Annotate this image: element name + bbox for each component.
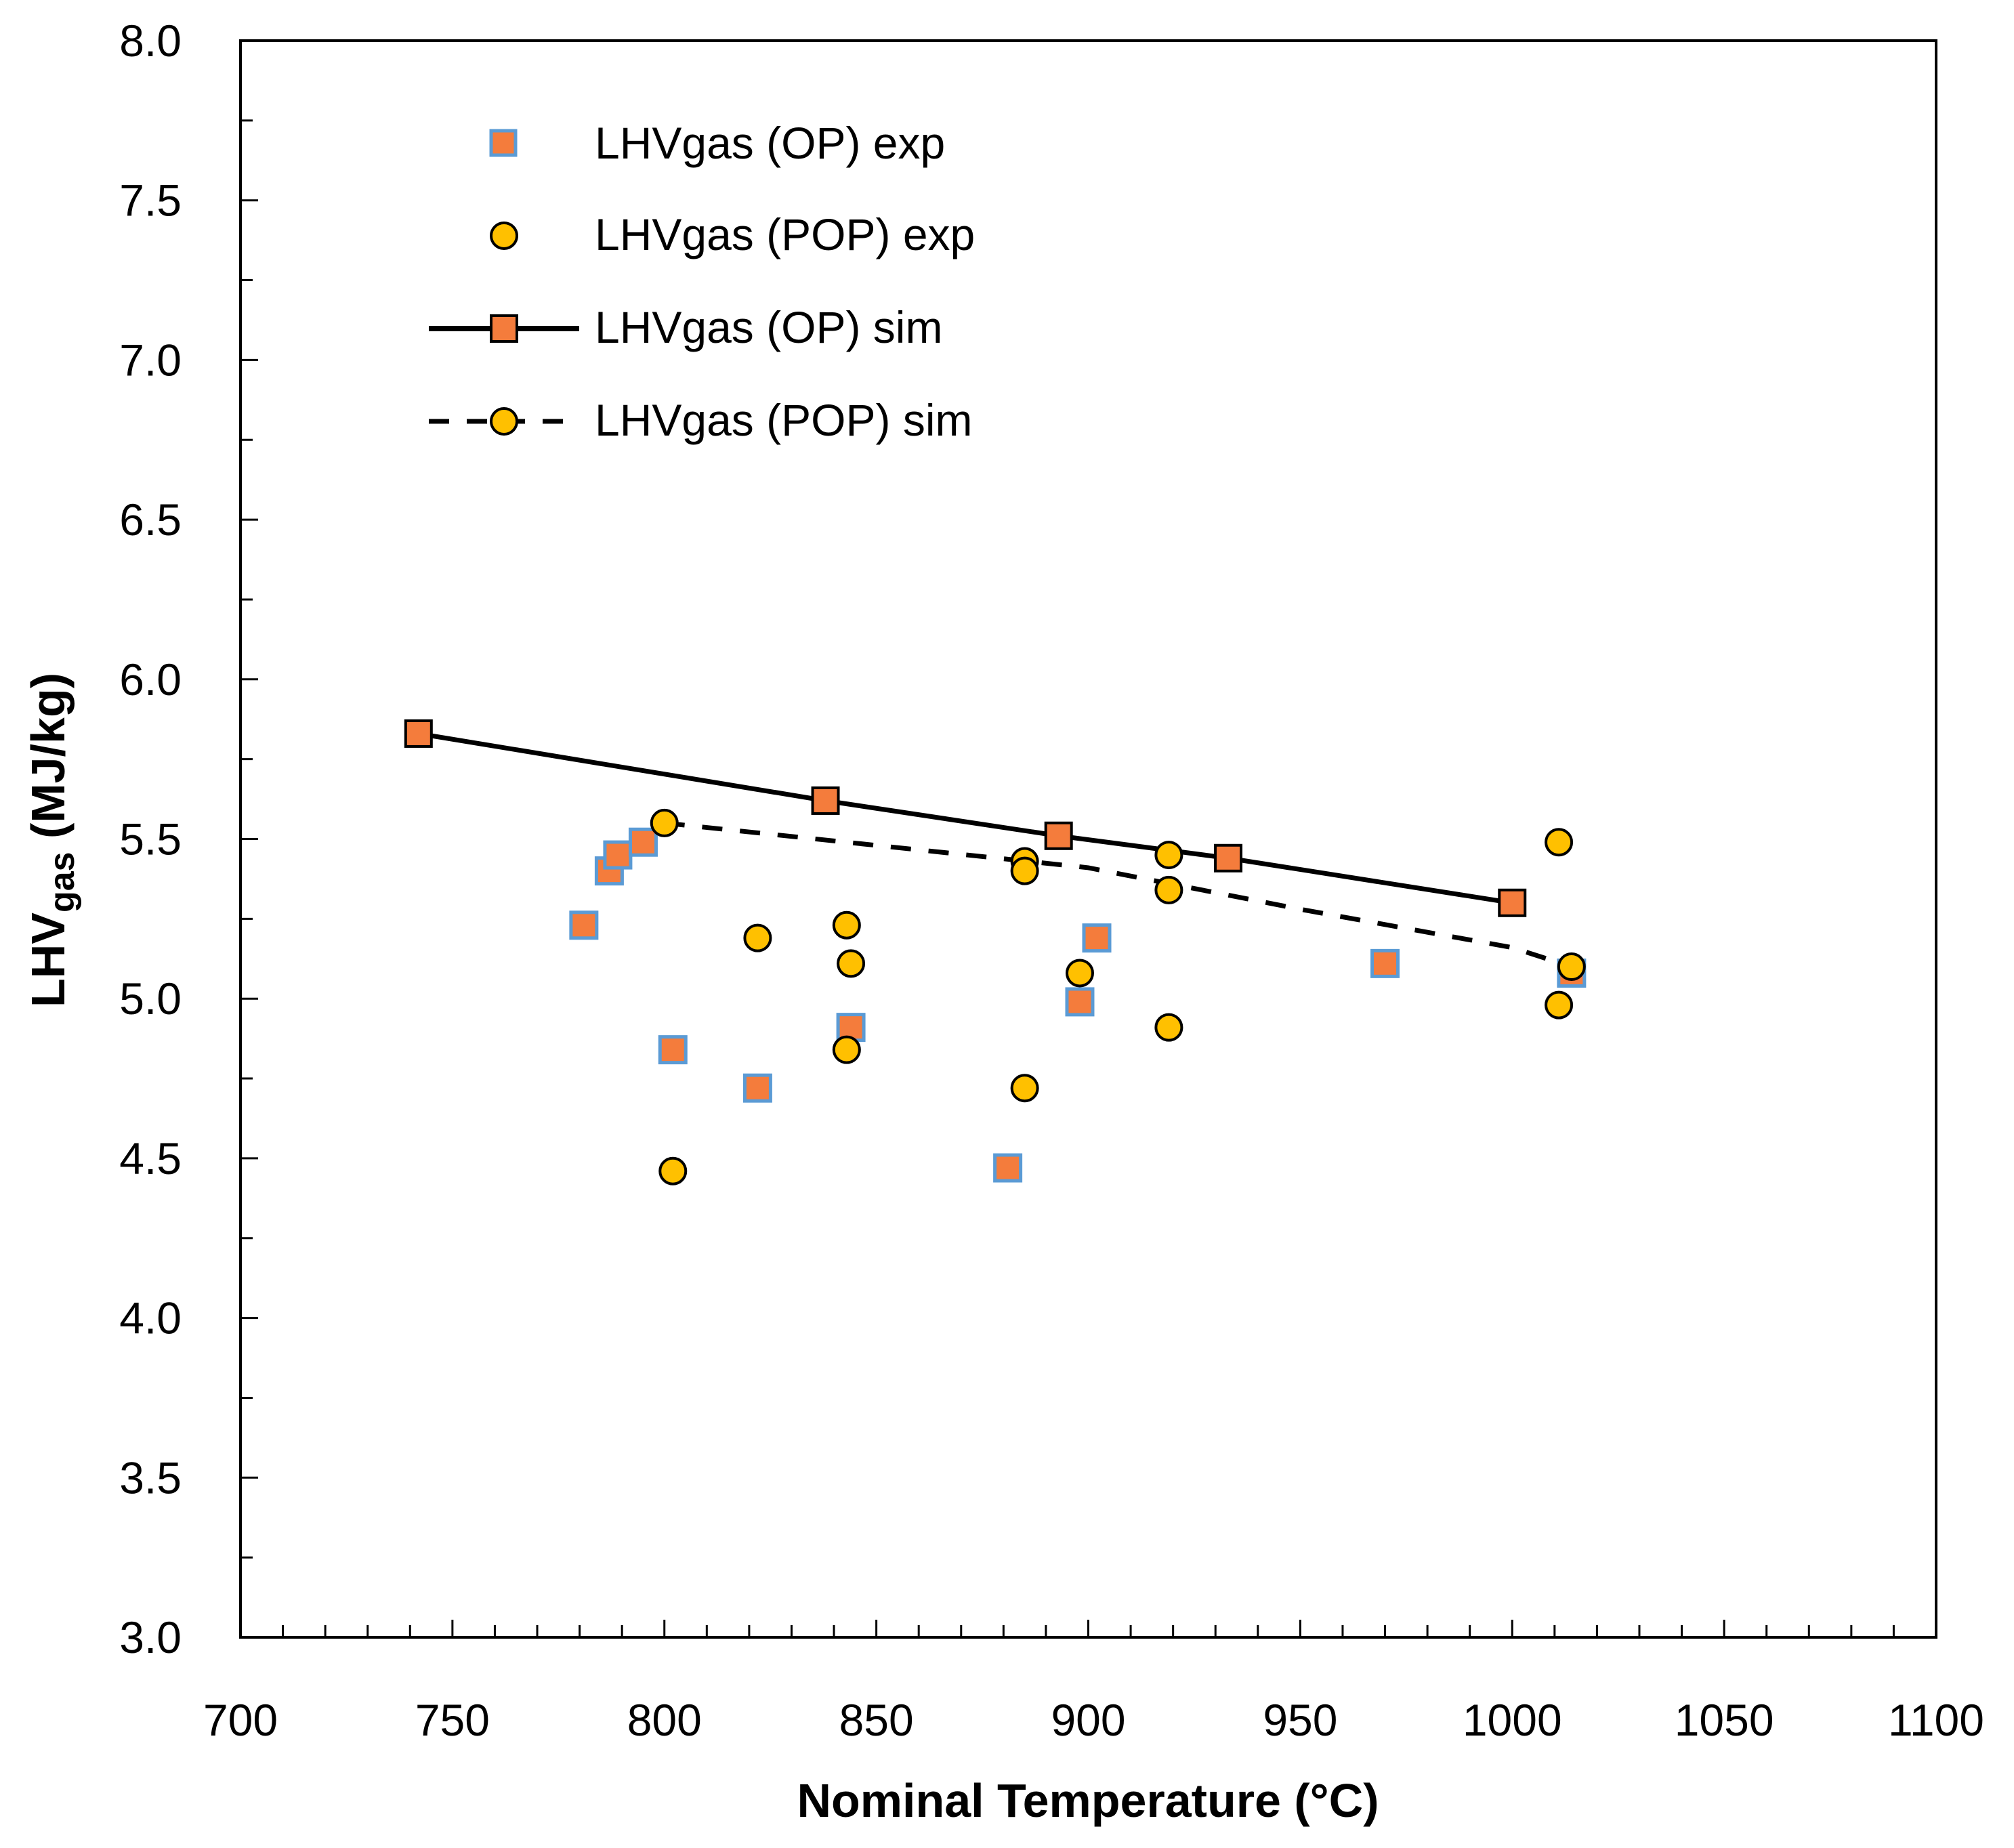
y-tick-labels: 3.0 3.5 4.0 4.5 5.0 5.5 6.0 6.5 7.0 7.5 8.0: [119, 16, 182, 1662]
x-tick-label: 1050: [1675, 1695, 1774, 1745]
legend-label-op-sim: LHVgas (OP) sim: [595, 302, 942, 352]
series-markers: [404, 719, 1587, 1185]
y-tick-label: 7.0: [119, 335, 182, 385]
y-tick-label: 8.0: [119, 16, 182, 66]
data-point-circle: [1545, 990, 1574, 1020]
data-point-circle: [1545, 828, 1574, 857]
legend-label-pop-exp: LHVgas (POP) exp: [595, 209, 975, 259]
series-line-2: [418, 731, 1513, 906]
y-tick-label: 4.5: [119, 1133, 182, 1183]
legend-item-pop-exp: LHVgas (POP) exp: [490, 209, 975, 259]
y-tick-label: 3.0: [119, 1612, 182, 1662]
data-point-square: [1213, 843, 1242, 873]
data-point-square: [742, 1073, 772, 1103]
y-tick-label: 6.0: [119, 654, 182, 705]
y-axis-title-main: LHV: [22, 912, 75, 1007]
legend-item-op-exp: LHVgas (OP) exp: [489, 118, 945, 168]
y-tick-label: 4.0: [119, 1293, 182, 1343]
data-point-square: [811, 786, 840, 815]
legend-item-pop-sim: LHVgas (POP) sim: [429, 395, 972, 445]
data-point-square: [1044, 821, 1073, 850]
data-point-square: [404, 719, 433, 748]
series-line-3: [664, 820, 1572, 969]
data-point-circle: [837, 949, 866, 978]
y-tick-label: 3.5: [119, 1452, 182, 1503]
x-tick-label: 750: [415, 1695, 490, 1745]
axis-ticks: [239, 39, 1937, 1639]
data-point-circle: [832, 910, 861, 940]
y-tick-label: 7.5: [119, 175, 182, 226]
data-point-square: [1498, 888, 1527, 917]
data-point-circle: [1065, 959, 1094, 988]
x-tick-label: 850: [839, 1695, 914, 1745]
x-tick-label: 1000: [1463, 1695, 1562, 1745]
data-point-square: [993, 1153, 1023, 1183]
legend-label-op-exp: LHVgas (OP) exp: [595, 118, 945, 168]
data-point-circle: [1154, 875, 1183, 904]
data-point-circle: [832, 1035, 861, 1064]
legend-circle-marker: [490, 407, 518, 436]
x-tick-labels: 700 750 800 850 900 950 1000 1050 1100: [203, 1695, 1984, 1745]
data-point-circle: [658, 1156, 688, 1185]
data-point-square: [1370, 948, 1400, 978]
legend-label-pop-sim: LHVgas (POP) sim: [595, 395, 972, 445]
data-point-circle: [1154, 1013, 1183, 1042]
x-tick-label: 1100: [1888, 1695, 1984, 1745]
data-point-circle: [1154, 841, 1183, 870]
data-point-square: [658, 1035, 688, 1065]
data-point-circle: [743, 923, 772, 952]
y-tick-label: 5.5: [119, 814, 182, 864]
legend-square-marker: [489, 129, 518, 157]
y-tick-label: 6.5: [119, 495, 182, 545]
data-point-circle: [1010, 856, 1039, 885]
legend-circle-marker: [490, 222, 518, 250]
data-point-circle: [650, 808, 679, 837]
x-axis-title: Nominal Temperature (°C): [797, 1774, 1379, 1827]
data-point-square: [1065, 987, 1095, 1017]
data-point-circle: [1557, 952, 1586, 982]
y-axis-title-sub: gas: [43, 852, 82, 912]
y-tick-label: 5.0: [119, 973, 182, 1024]
y-axis-title-tail: (MJ/kg): [22, 673, 75, 852]
data-point-square: [569, 910, 599, 940]
y-axis-title: LHVgas (MJ/kg): [22, 673, 82, 1007]
data-point-circle: [1010, 1074, 1039, 1103]
x-tick-label: 700: [203, 1695, 278, 1745]
data-point-square: [1082, 923, 1112, 953]
data-point-square: [628, 827, 658, 857]
legend-square-marker: [490, 314, 518, 343]
x-tick-label: 800: [627, 1695, 702, 1745]
x-tick-label: 900: [1051, 1695, 1125, 1745]
legend: LHVgas (OP) exp LHVgas (POP) exp LHVgas …: [429, 118, 975, 445]
x-tick-label: 950: [1263, 1695, 1337, 1745]
data-point-square: [603, 840, 633, 870]
legend-item-op-sim: LHVgas (OP) sim: [429, 302, 942, 352]
